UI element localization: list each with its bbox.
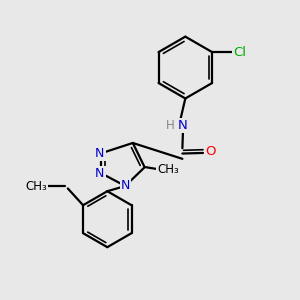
Text: N: N	[95, 167, 105, 180]
Text: N: N	[95, 147, 105, 160]
Text: H: H	[166, 119, 175, 132]
Text: Cl: Cl	[233, 46, 246, 59]
Text: N: N	[178, 119, 188, 132]
Text: N: N	[121, 179, 130, 193]
Text: CH₃: CH₃	[26, 180, 47, 193]
Text: O: O	[205, 145, 215, 158]
Text: CH₃: CH₃	[157, 163, 179, 176]
